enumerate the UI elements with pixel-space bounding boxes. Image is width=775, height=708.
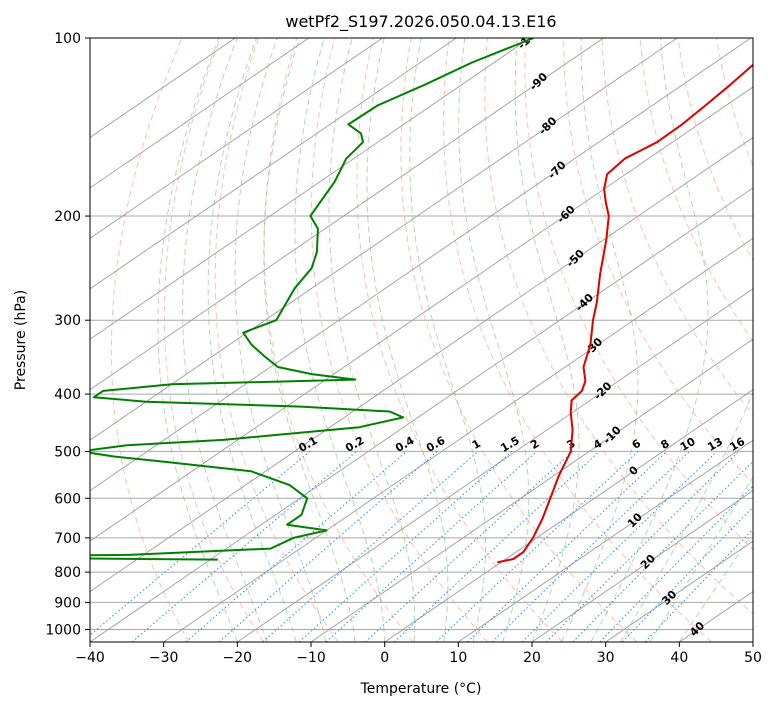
isotherm-line (90, 38, 678, 441)
mixing-ratio-line (599, 485, 753, 642)
x-tick-label: −10 (296, 650, 326, 666)
moist-adiabat-line (263, 38, 356, 642)
x-axis-label: Temperature (°C) (360, 681, 482, 697)
isotherm-line (163, 237, 753, 642)
x-tick-label: 50 (744, 650, 762, 666)
mixing-ratio-line (262, 451, 479, 642)
chart-title: wetPf2_S197.2026.050.04.13.E16 (285, 12, 556, 32)
moist-adiabat-line (590, 38, 709, 642)
moist-adiabat-line (514, 38, 580, 642)
y-tick-label: 700 (54, 531, 81, 547)
mixing-ratio-line (622, 506, 753, 642)
dry-adiabat-line (443, 38, 713, 642)
y-tick-label: 300 (54, 313, 81, 329)
moist-adiabat-line (294, 38, 386, 642)
isotherm-line (90, 38, 383, 239)
y-tick-label: 1000 (45, 622, 81, 638)
dry-adiabat-line (110, 38, 190, 642)
dry-adiabat-line (400, 38, 638, 642)
dry-adiabat-line (263, 38, 414, 642)
x-tick-label: 10 (449, 650, 467, 666)
y-tick-label: 400 (54, 387, 81, 403)
x-tick-label: 20 (523, 650, 541, 666)
moist-adiabat-line (207, 38, 297, 642)
dry-adiabat-line (310, 38, 488, 642)
mixing-ratio-line (491, 451, 690, 642)
x-tick-label: −20 (223, 650, 253, 666)
mixing-ratio-line (131, 451, 357, 642)
mixing-ratio-line (467, 451, 668, 642)
temperature-profile-line (497, 63, 753, 564)
isotherm-line (90, 38, 531, 340)
x-tick-label: −30 (149, 650, 179, 666)
axis-ticks: −40 −30 −20 −10 0 10 20 30 40 50 100 200 300 400 500 60… (45, 31, 762, 666)
mixing-ratio-line (644, 528, 753, 642)
moist-adiabat-line (409, 38, 486, 642)
x-tick-label: 0 (380, 650, 389, 666)
plot-area: 0.10.20.40.611.52346810131620253036-100-… (90, 38, 772, 642)
dry-adiabat-line (524, 38, 753, 551)
moist-adiabat-line (678, 531, 753, 642)
x-tick-label: 30 (597, 650, 615, 666)
dewpoint-profile-line (90, 38, 534, 561)
mixing-ratio-label: 20 (752, 435, 772, 454)
y-tick-label: 100 (54, 31, 81, 47)
dry-adiabat-line (484, 38, 753, 615)
y-axis-label: Pressure (hPa) (13, 290, 29, 390)
isotherm-line (90, 38, 457, 290)
moist-adiabat-line (366, 38, 449, 642)
isotherm-line (90, 86, 753, 542)
dry-adiabat-line (601, 38, 753, 416)
dry-adiabat-line (163, 38, 264, 642)
moist-adiabat-line (182, 38, 268, 642)
x-tick-label: −40 (75, 650, 105, 666)
moist-adiabat-line (649, 475, 753, 642)
y-tick-label: 800 (54, 565, 81, 581)
moist-adiabat-line (561, 38, 639, 642)
moist-adiabat-line (157, 38, 238, 642)
mixing-ratio-line (436, 451, 639, 642)
mixing-ratio-line (521, 451, 718, 642)
isotherm-line (90, 38, 752, 492)
mixing-ratio-line (185, 451, 407, 642)
mixing-ratio-line (90, 451, 311, 636)
dry-adiabat-line (639, 38, 753, 342)
dry-adiabat-line (214, 38, 339, 642)
isotherm-line (90, 187, 753, 642)
moist-adiabat-line (328, 38, 416, 642)
plot-frame (89, 37, 754, 643)
isotherm-line (531, 490, 753, 642)
y-tick-label: 500 (54, 444, 81, 460)
x-tick-label: 40 (670, 650, 688, 666)
isotherm-line (90, 38, 310, 189)
moist-adiabat-line (234, 38, 327, 642)
y-tick-label: 600 (54, 491, 81, 507)
mixing-ratio-line (298, 451, 513, 642)
isotherm-line (237, 288, 753, 642)
moist-adiabat-line (458, 38, 530, 642)
y-tick-label: 200 (54, 209, 81, 225)
mixing-ratio-line (572, 460, 753, 642)
mixing-ratio-line (545, 451, 740, 642)
isotherm-line (90, 38, 604, 391)
mixing-ratio-line (364, 451, 574, 642)
isotherm-line (458, 439, 753, 642)
y-tick-label: 900 (54, 595, 81, 611)
isotherm-line (90, 136, 753, 593)
